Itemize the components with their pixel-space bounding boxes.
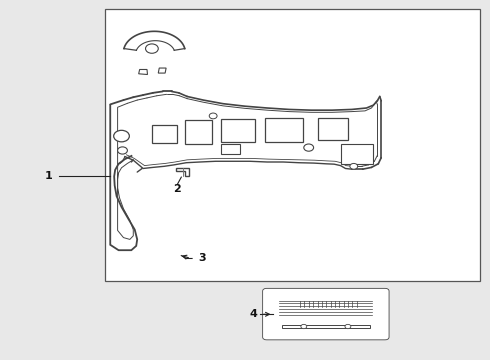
Text: 4: 4 <box>249 309 257 319</box>
Text: 3: 3 <box>198 253 206 264</box>
Circle shape <box>114 130 129 142</box>
FancyBboxPatch shape <box>267 291 385 337</box>
Text: 1: 1 <box>45 171 53 181</box>
Bar <box>105 9 480 281</box>
Polygon shape <box>265 118 303 142</box>
Circle shape <box>345 324 351 329</box>
FancyBboxPatch shape <box>263 288 389 340</box>
Circle shape <box>146 44 158 53</box>
Text: 2: 2 <box>173 184 181 194</box>
FancyBboxPatch shape <box>270 294 381 334</box>
Polygon shape <box>341 144 373 164</box>
Polygon shape <box>185 120 212 144</box>
Circle shape <box>118 147 127 154</box>
Polygon shape <box>220 119 255 142</box>
Polygon shape <box>158 68 166 73</box>
Circle shape <box>350 163 358 169</box>
Polygon shape <box>152 125 177 143</box>
Polygon shape <box>176 168 189 176</box>
Circle shape <box>209 113 217 119</box>
Polygon shape <box>139 69 147 75</box>
Polygon shape <box>282 325 370 328</box>
Circle shape <box>304 144 314 151</box>
Circle shape <box>301 324 307 329</box>
Polygon shape <box>221 144 240 154</box>
Polygon shape <box>318 118 348 140</box>
